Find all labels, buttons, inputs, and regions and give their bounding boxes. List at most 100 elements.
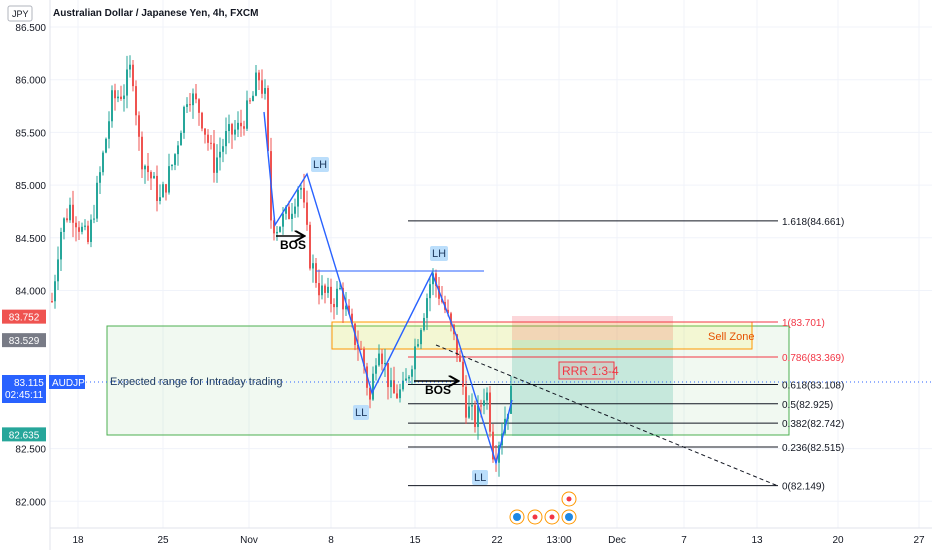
candle-body-0 bbox=[51, 301, 53, 303]
x-tick-label-0: 18 bbox=[72, 535, 84, 546]
candle-body-126 bbox=[429, 284, 431, 299]
candle-body-91 bbox=[324, 285, 326, 293]
candle-body-71 bbox=[264, 88, 266, 94]
candle-body-132 bbox=[447, 309, 449, 314]
range-label: Expected range for Intraday trading bbox=[110, 376, 282, 388]
price-tag-bg-0 bbox=[2, 309, 46, 324]
rrr-label: RRR 1:3-4 bbox=[562, 364, 619, 378]
candle-body-59 bbox=[228, 124, 230, 132]
candle-body-108 bbox=[375, 365, 377, 374]
candle-body-67 bbox=[252, 95, 254, 102]
candle-body-109 bbox=[378, 353, 380, 366]
currency-badge-label: JPY bbox=[12, 9, 29, 19]
grid-layer bbox=[50, 0, 932, 528]
candle-body-93 bbox=[330, 286, 332, 304]
candle-body-75 bbox=[276, 231, 278, 234]
candle-body-58 bbox=[225, 131, 227, 147]
candle-body-100 bbox=[351, 313, 353, 324]
candle-body-74 bbox=[273, 220, 275, 234]
price-tag-0: 83.752 bbox=[9, 313, 40, 324]
candle-body-65 bbox=[246, 100, 248, 129]
candle-body-122 bbox=[417, 344, 419, 347]
candle-body-116 bbox=[399, 389, 401, 399]
event-icons[interactable] bbox=[509, 491, 577, 525]
bos-label-1: BOS bbox=[280, 238, 306, 252]
candle-body-113 bbox=[390, 380, 392, 388]
candle-body-99 bbox=[348, 305, 350, 314]
candle-body-123 bbox=[420, 330, 422, 345]
candle-body-8 bbox=[75, 222, 77, 228]
candle-body-34 bbox=[153, 175, 155, 179]
candle-body-61 bbox=[234, 129, 236, 135]
candle-body-37 bbox=[162, 184, 164, 198]
candle-body-139 bbox=[468, 406, 470, 418]
y-tick-label-7: 82.000 bbox=[15, 497, 46, 508]
candle-body-3 bbox=[60, 231, 62, 260]
current-price-badge bbox=[2, 375, 46, 403]
fib-label-2: 0.786(83.369) bbox=[782, 353, 844, 364]
candle-body-25 bbox=[126, 69, 128, 96]
candle-body-13 bbox=[90, 219, 92, 242]
candle-body-30 bbox=[141, 136, 143, 170]
candle-body-114 bbox=[393, 380, 395, 394]
candle-body-88 bbox=[315, 263, 317, 284]
y-tick-label-0: 86.500 bbox=[15, 23, 46, 34]
stop-loss-zone bbox=[512, 316, 673, 340]
candle-body-128 bbox=[435, 273, 437, 287]
candles-layer bbox=[51, 55, 512, 477]
currency-badge[interactable] bbox=[7, 5, 33, 22]
candle-body-66 bbox=[249, 100, 251, 102]
current-countdown: 02:45:11 bbox=[5, 390, 44, 401]
candle-body-98 bbox=[345, 305, 347, 310]
candle-body-144 bbox=[483, 400, 485, 406]
candle-body-118 bbox=[405, 378, 407, 381]
candle-body-6 bbox=[69, 204, 71, 221]
candle-body-72 bbox=[267, 88, 269, 152]
candle-body-48 bbox=[195, 93, 197, 100]
x-axis-ticks: 18 25 Nov 8 15 22 13:00 Dec 7 13 20 27 bbox=[72, 535, 925, 546]
candle-body-85 bbox=[306, 202, 308, 225]
candle-body-2 bbox=[57, 259, 59, 282]
candle-body-92 bbox=[327, 286, 329, 293]
candle-body-7 bbox=[72, 204, 74, 223]
price-tag-2: 82.635 bbox=[9, 430, 40, 441]
candle-body-69 bbox=[258, 72, 260, 81]
candle-body-70 bbox=[261, 80, 263, 94]
candle-body-12 bbox=[87, 225, 89, 242]
candle-body-77 bbox=[282, 213, 284, 227]
candle-body-117 bbox=[402, 380, 404, 390]
candle-body-115 bbox=[396, 393, 398, 399]
y-tick-label-6: 82.500 bbox=[15, 445, 46, 456]
fib-label-7: 0(82.149) bbox=[782, 482, 825, 493]
candle-body-4 bbox=[63, 218, 65, 232]
take-profit-zone bbox=[512, 340, 673, 436]
candle-body-103 bbox=[360, 348, 362, 350]
candle-body-15 bbox=[96, 182, 98, 219]
candle-body-143 bbox=[480, 405, 482, 407]
candle-body-81 bbox=[294, 206, 296, 214]
candle-body-33 bbox=[150, 172, 152, 179]
candle-body-80 bbox=[291, 213, 293, 219]
fib-label-0: 1.618(84.661) bbox=[782, 217, 844, 228]
candle-body-14 bbox=[93, 218, 95, 220]
candle-body-54 bbox=[213, 143, 215, 173]
x-tick-label-5: 22 bbox=[491, 535, 503, 546]
fib-label-4: 0.5(82.925) bbox=[782, 400, 833, 411]
price-tags: 83.752 83.529 82.635 bbox=[2, 309, 46, 442]
x-tick-label-10: 20 bbox=[832, 535, 844, 546]
x-tick-label-4: 15 bbox=[409, 535, 421, 546]
candle-body-28 bbox=[135, 86, 137, 116]
candle-body-79 bbox=[288, 206, 290, 219]
candle-body-57 bbox=[222, 146, 224, 152]
candle-body-51 bbox=[204, 128, 206, 135]
candle-body-76 bbox=[279, 226, 281, 232]
candle-body-53 bbox=[210, 142, 212, 144]
y-tick-label-3: 85.000 bbox=[15, 181, 46, 192]
candle-body-136 bbox=[459, 355, 461, 362]
candle-body-40 bbox=[171, 164, 173, 167]
candle-body-62 bbox=[237, 122, 239, 130]
candle-body-124 bbox=[423, 317, 425, 331]
candle-body-87 bbox=[312, 263, 314, 269]
symbol-badge bbox=[49, 375, 85, 389]
